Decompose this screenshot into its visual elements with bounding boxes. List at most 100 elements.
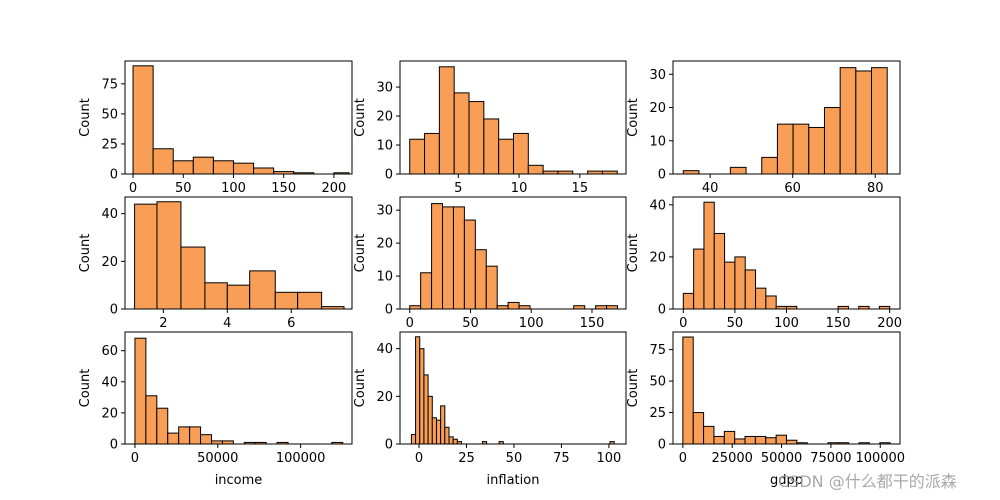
histogram-bar xyxy=(156,201,182,310)
histogram-bar xyxy=(682,292,695,310)
y-tick-label: 20 xyxy=(376,390,393,405)
y-tick-label: 0 xyxy=(110,438,118,453)
histogram-bar xyxy=(453,92,470,175)
histogram-bar xyxy=(297,291,323,310)
subplot-7: 0 50000 100000 0 20 40 60 Count income xyxy=(78,331,353,488)
axes-frame xyxy=(399,196,627,310)
y-axis-label: Count xyxy=(78,98,93,137)
histogram-bar xyxy=(808,126,825,175)
x-tick-label: 6 xyxy=(287,316,295,331)
x-tick-label: 2 xyxy=(159,316,167,331)
x-tick-label: 100 xyxy=(774,316,799,331)
y-tick-label: 0 xyxy=(385,303,393,318)
x-tick-label: 0 xyxy=(679,451,687,466)
y-tick-label: 40 xyxy=(376,342,393,357)
histogram-bar xyxy=(415,336,421,445)
y-tick-label: 50 xyxy=(101,107,118,122)
histogram-bar xyxy=(682,336,694,445)
histogram-bar xyxy=(463,219,476,310)
histogram-bar xyxy=(693,248,705,310)
x-tick-label: 150 xyxy=(271,181,296,196)
x-tick-label: 150 xyxy=(826,316,851,331)
y-tick-label: 20 xyxy=(649,250,666,265)
histogram-bar xyxy=(410,433,417,445)
subplot-6: 0 50 100 150 200 0 20 40 Count xyxy=(626,196,902,331)
histogram-bar xyxy=(452,206,465,310)
histogram-bar xyxy=(189,426,202,445)
histogram-bar xyxy=(156,407,169,445)
axes-frame xyxy=(399,331,627,445)
x-tick-label: 0 xyxy=(679,316,687,331)
x-tick-label: 100 xyxy=(221,181,246,196)
histogram-bar xyxy=(765,437,777,445)
x-tick-label: 80 xyxy=(867,181,884,196)
histogram-bar xyxy=(442,206,454,310)
histogram-bar xyxy=(226,284,251,310)
histogram-bar xyxy=(167,432,180,445)
axes-frame xyxy=(124,331,353,445)
histogram-bar xyxy=(134,203,158,310)
histogram-bar xyxy=(444,426,450,445)
x-tick-label: 50000 xyxy=(197,451,238,466)
histogram-bar xyxy=(180,246,206,310)
y-tick-label: 0 xyxy=(110,303,118,318)
histogram-bar xyxy=(485,265,498,310)
x-axis-label: income xyxy=(215,473,263,488)
subplot-5: 0 50 100 150 0 10 20 30 Count xyxy=(353,196,627,331)
histogram-bar xyxy=(253,167,275,175)
x-tick-label: 100 xyxy=(519,316,544,331)
y-axis-label: Count xyxy=(78,234,93,273)
histogram-bar xyxy=(729,166,747,175)
y-tick-label: 40 xyxy=(101,207,118,222)
histogram-bar xyxy=(744,269,757,310)
histogram-bar xyxy=(232,162,255,175)
histogram-bar xyxy=(132,65,154,175)
x-axis-label: inflation xyxy=(487,473,540,488)
x-tick-label: 75000 xyxy=(810,451,851,466)
histogram-bar xyxy=(703,425,715,445)
y-tick-label: 20 xyxy=(101,406,118,421)
axes-frame xyxy=(399,60,627,175)
histogram-bar xyxy=(498,138,514,175)
axes-frame xyxy=(672,60,901,175)
x-tick-label: 150 xyxy=(580,316,605,331)
histogram-bar xyxy=(703,201,715,310)
x-tick-label: 5 xyxy=(454,181,462,196)
y-tick-label: 25 xyxy=(649,406,666,421)
histogram-bar xyxy=(438,66,455,175)
x-tick-label: 200 xyxy=(322,181,347,196)
subplot-3: 40 60 80 0 10 20 30 Count xyxy=(626,60,901,196)
histogram-bar xyxy=(419,348,425,445)
histogram-bar xyxy=(178,426,191,445)
y-tick-label: 10 xyxy=(376,139,393,154)
axes-frame xyxy=(672,331,901,445)
y-axis-label: Count xyxy=(353,98,368,137)
histogram-bar xyxy=(440,405,446,445)
histogram-bar xyxy=(200,434,212,445)
histogram-bar xyxy=(452,438,458,445)
x-tick-label: 100000 xyxy=(855,451,905,466)
histogram-bar xyxy=(724,261,736,310)
histogram-bar xyxy=(713,232,726,310)
x-tick-label: 50 xyxy=(506,451,523,466)
x-tick-label: 50 xyxy=(727,316,744,331)
y-tick-label: 20 xyxy=(376,110,393,125)
x-tick-label: 50000 xyxy=(761,451,802,466)
x-tick-label: 25000 xyxy=(712,451,753,466)
histogram-bar xyxy=(145,395,158,445)
histogram-bar xyxy=(775,434,788,445)
histogram-bar xyxy=(855,70,873,175)
y-tick-label: 50 xyxy=(649,375,666,390)
y-axis-label: Count xyxy=(626,369,641,408)
histogram-bar xyxy=(204,282,228,310)
y-tick-label: 40 xyxy=(649,198,666,213)
axes-frame xyxy=(124,196,353,310)
histogram-bar xyxy=(172,160,194,175)
y-tick-label: 10 xyxy=(649,134,666,149)
y-tick-label: 10 xyxy=(376,270,393,285)
y-tick-label: 0 xyxy=(658,303,666,318)
histogram-bar xyxy=(507,301,520,310)
x-axis-label: gdpp xyxy=(770,473,803,488)
histogram-bar xyxy=(744,435,756,445)
y-tick-label: 75 xyxy=(649,343,666,358)
